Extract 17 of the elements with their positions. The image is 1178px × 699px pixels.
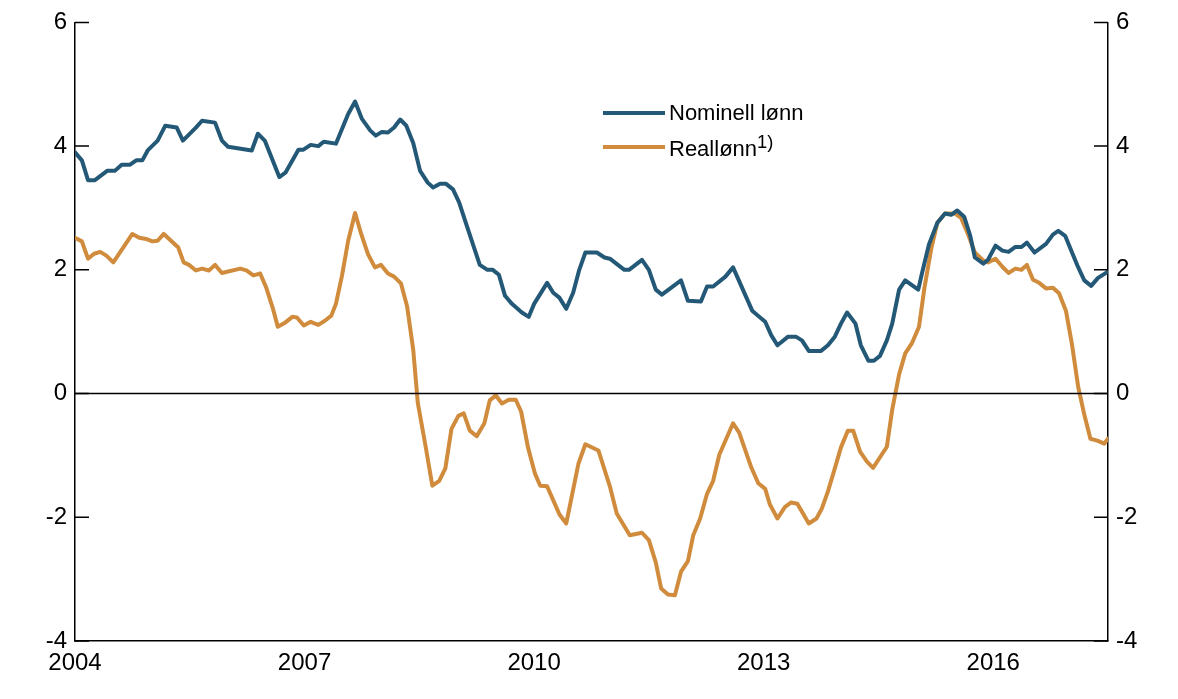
x-tick-label: 2016 [966,648,1020,676]
y2-tick-label: 0 [1116,378,1130,406]
y2-tick-label: -2 [1116,501,1138,529]
y2-tick-label: 6 [1116,7,1130,35]
y2-tick-label: 4 [1116,130,1130,158]
legend-label: Reallønn$^{1)}$ [669,131,774,163]
x-tick-label: 2007 [277,648,332,676]
x-tick-label: 2013 [736,648,791,676]
y-tick-label: 6 [53,7,67,35]
y2-tick-label: -4 [1116,625,1138,653]
y2-tick-label: 2 [1116,254,1130,282]
legend-label: Nominell lønn [669,100,804,126]
y-tick-label: 0 [53,378,67,406]
y-tick-label: 4 [53,130,67,158]
y-tick-label: 2 [53,254,67,282]
x-tick-label: 2010 [507,648,561,676]
y-tick-label: -2 [45,501,67,529]
